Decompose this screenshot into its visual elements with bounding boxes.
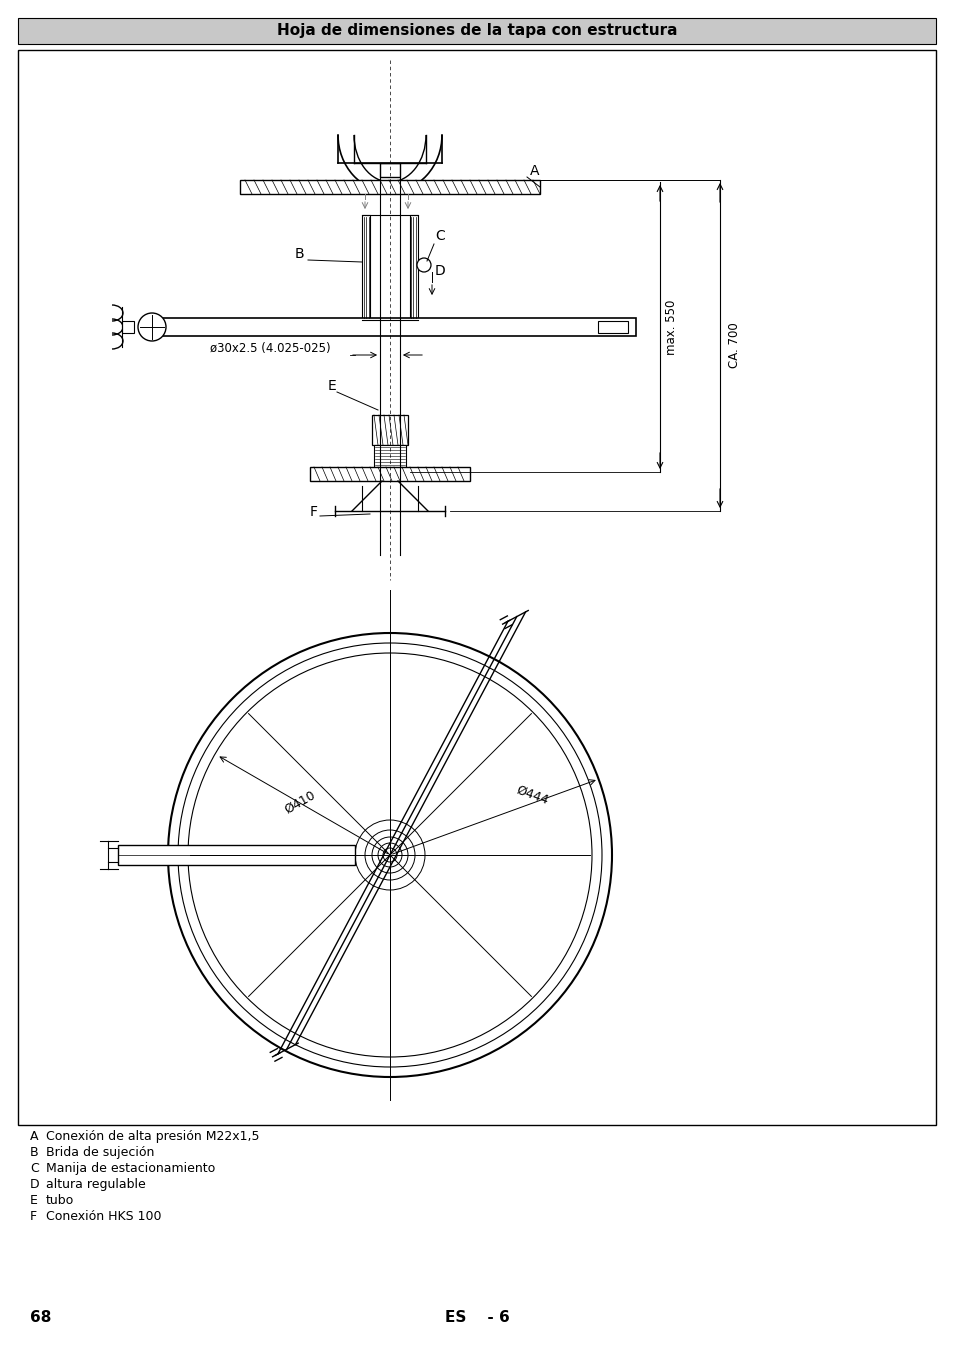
Text: CA. 700: CA. 700	[727, 323, 740, 369]
Bar	[148, 319, 636, 336]
Text: C: C	[435, 230, 444, 243]
Text: Hoja de dimensiones de la tapa con estructura: Hoja de dimensiones de la tapa con estru…	[276, 23, 677, 39]
Text: E: E	[328, 379, 336, 393]
Text: altura regulable: altura regulable	[46, 1179, 146, 1191]
Circle shape	[168, 633, 612, 1077]
Text: A: A	[30, 1130, 38, 1143]
Bar	[410, 215, 417, 320]
Circle shape	[355, 819, 424, 890]
Bar	[379, 163, 399, 177]
Text: 68: 68	[30, 1310, 51, 1324]
Text: B: B	[294, 247, 304, 261]
Text: F: F	[30, 1210, 37, 1223]
Text: A: A	[530, 163, 539, 178]
Circle shape	[188, 653, 592, 1057]
Text: B: B	[30, 1146, 38, 1160]
Text: Conexión de alta presión M22x1,5: Conexión de alta presión M22x1,5	[46, 1130, 259, 1143]
Text: ø30x2.5 (4.025-025): ø30x2.5 (4.025-025)	[210, 342, 331, 355]
Text: E: E	[30, 1193, 38, 1207]
Text: Brida de sujeción: Brida de sujeción	[46, 1146, 154, 1160]
Bar	[18, 50, 935, 1125]
Text: F: F	[310, 505, 317, 518]
Bar	[598, 321, 627, 333]
Bar	[372, 414, 408, 446]
Text: Manija de estacionamiento: Manija de estacionamiento	[46, 1162, 215, 1174]
Circle shape	[416, 258, 431, 271]
Bar	[18, 18, 935, 45]
Bar	[361, 215, 370, 320]
Circle shape	[365, 830, 415, 880]
Text: Ø444: Ø444	[515, 783, 550, 807]
Bar	[310, 467, 470, 481]
Circle shape	[377, 842, 401, 867]
Text: C: C	[30, 1162, 39, 1174]
Text: Conexión HKS 100: Conexión HKS 100	[46, 1210, 161, 1223]
Text: tubo: tubo	[46, 1193, 74, 1207]
Bar	[118, 845, 355, 865]
Bar	[374, 446, 406, 467]
Bar	[122, 321, 133, 333]
Text: Ø410: Ø410	[282, 788, 317, 815]
Circle shape	[382, 848, 396, 863]
Text: D: D	[435, 265, 445, 278]
Text: max. 550: max. 550	[664, 300, 678, 355]
Bar	[240, 180, 539, 194]
Text: ES    - 6: ES - 6	[444, 1310, 509, 1324]
Circle shape	[178, 643, 601, 1066]
Circle shape	[138, 313, 166, 342]
Circle shape	[372, 837, 408, 873]
Text: D: D	[30, 1179, 40, 1191]
